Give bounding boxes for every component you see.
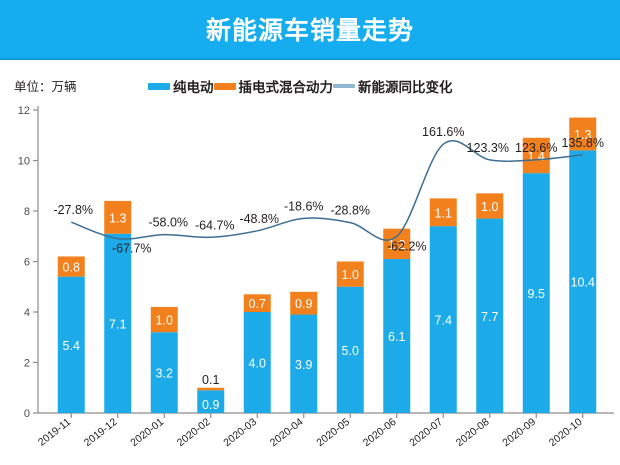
trend-value-label: 123.6% xyxy=(515,141,557,155)
legend-label-yoy: 新能源同比变化 xyxy=(358,80,453,95)
trend-line-yoy[interactable] xyxy=(71,139,583,241)
bar-value-bev: 0.9 xyxy=(202,398,219,412)
bar-segment-phev[interactable] xyxy=(197,387,225,391)
bar-segment-bev[interactable] xyxy=(243,312,271,413)
x-axis-tick: 2019-12 xyxy=(82,416,120,449)
bar-segment-bev[interactable] xyxy=(383,258,411,413)
bar-segment-phev[interactable] xyxy=(336,261,364,287)
y-axis-tick: 12 xyxy=(18,105,30,117)
legend-label-bev: 纯电动 xyxy=(173,80,214,95)
bar-value-bev: 3.2 xyxy=(156,367,173,381)
bar-value-phev: 1.0 xyxy=(342,268,359,282)
bar-value-bev: 7.4 xyxy=(435,314,452,328)
y-axis-tick: 10 xyxy=(18,156,30,168)
x-axis-tick: 2019-11 xyxy=(36,416,73,449)
bar-segment-bev[interactable] xyxy=(104,233,132,413)
legend-swatch-phev xyxy=(213,82,236,90)
bar-segment-bev[interactable] xyxy=(522,173,550,413)
x-axis-tick: 2020-05 xyxy=(314,416,352,449)
y-axis-tick: 8 xyxy=(24,206,30,218)
bar-segment-phev[interactable] xyxy=(243,294,271,312)
bar-segment-phev[interactable] xyxy=(429,198,457,227)
page-title: 新能源车销量走势 xyxy=(205,17,414,45)
bar-segment-phev[interactable] xyxy=(290,291,318,315)
bar-value-phev: 0.8 xyxy=(63,261,80,275)
bar-segment-phev[interactable] xyxy=(57,256,85,277)
bar-segment-phev[interactable] xyxy=(150,306,178,333)
bar-segment-bev[interactable] xyxy=(57,276,85,413)
bar-value-phev: 0.9 xyxy=(295,297,312,311)
y-axis-tick: 4 xyxy=(24,307,30,319)
bar-value-bev: 5.4 xyxy=(63,339,80,353)
x-axis-tick: 2020-02 xyxy=(175,416,213,449)
bar-value-phev: 1.2 xyxy=(388,238,405,252)
bar-segment-bev[interactable] xyxy=(197,390,225,413)
bar-segment-bev[interactable] xyxy=(476,218,504,413)
bar-value-bev: 4.0 xyxy=(249,357,266,371)
bar-value-bev: 6.1 xyxy=(388,330,405,344)
bar-value-phev: 1.0 xyxy=(156,314,173,328)
chart-svg: 0 2 4 6 8 10 12 5.4 0.8 2019-11 7.1 1.3 2019-12 3.2 1.… xyxy=(18,105,614,449)
x-axis-tick: 2020-06 xyxy=(361,416,399,449)
x-axis-tick: 2020-04 xyxy=(268,416,306,449)
legend-label-phev: 插电式混合动力 xyxy=(238,80,334,95)
x-axis-tick: 2020-01 xyxy=(128,416,166,449)
bar-segment-phev[interactable] xyxy=(476,193,504,219)
bar-segment-bev[interactable] xyxy=(569,150,597,413)
trend-value-label: -58.0% xyxy=(148,216,188,230)
bar-value-phev: 0.7 xyxy=(249,297,266,311)
y-axis-tick: 2 xyxy=(24,358,30,370)
legend-swatch-bev xyxy=(148,82,170,90)
x-axis-tick: 2020-03 xyxy=(221,416,259,449)
legend-swatch-yoy xyxy=(333,84,355,88)
trend-value-label: -27.8% xyxy=(53,203,93,217)
trend-value-label: 135.8% xyxy=(562,136,604,150)
bar-value-bev: 7.1 xyxy=(109,317,126,331)
bar-value-phev: 1.0 xyxy=(481,200,498,214)
x-axis-tick: 2020-08 xyxy=(454,416,492,449)
unit-label: 单位：万辆 xyxy=(14,80,77,94)
trend-value-label: 161.6% xyxy=(422,125,464,139)
bar-value-phev: 1.1 xyxy=(435,206,452,220)
bar-segment-bev[interactable] xyxy=(290,314,318,413)
bar-value-bev: 10.4 xyxy=(571,276,595,290)
trend-value-label: 123.3% xyxy=(467,141,509,155)
y-axis-tick: 6 xyxy=(24,257,30,269)
trend-value-label: -48.8% xyxy=(239,212,279,226)
bar-segment-bev[interactable] xyxy=(336,286,364,413)
bar-segment-phev[interactable] xyxy=(104,200,132,234)
header-banner: 新能源车销量走势 xyxy=(0,0,620,60)
bar-value-bev: 7.7 xyxy=(481,310,498,324)
x-axis-tick: 2020-07 xyxy=(407,416,445,449)
legend-item-bev[interactable]: 纯电动 xyxy=(148,76,214,96)
bar-segment-phev[interactable] xyxy=(522,137,550,174)
plot-area: 0 2 4 6 8 10 12 5.4 0.8 2019-11 7.1 1.3 2019-12 3.2 1.… xyxy=(0,96,620,465)
bar-value-bev: 9.5 xyxy=(528,287,545,301)
x-axis-tick: 2020-10 xyxy=(547,416,585,449)
trend-value-label: -67.7% xyxy=(112,242,152,256)
bar-segment-phev[interactable] xyxy=(383,228,411,259)
bar-value-phev: 1.3 xyxy=(574,128,591,142)
y-axis-tick: 0 xyxy=(24,408,30,420)
trend-value-label: -64.7% xyxy=(195,218,235,232)
bar-value-phev: 1.3 xyxy=(109,211,126,225)
trend-value-label: -28.8% xyxy=(330,204,370,218)
x-axis-tick: 2020-09 xyxy=(500,416,538,449)
bar-segment-bev[interactable] xyxy=(429,226,457,413)
bar-segment-bev[interactable] xyxy=(150,332,178,413)
bar-value-bev: 3.9 xyxy=(295,358,312,372)
trend-value-label: -18.6% xyxy=(284,199,324,213)
bar-value-phev: 0.1 xyxy=(202,373,219,387)
bar-segment-phev[interactable] xyxy=(569,117,597,151)
trend-value-label: -62.2% xyxy=(387,239,427,253)
chart-legend: 纯电动 插电式混合动力 新能源同比变化 xyxy=(148,76,453,96)
bar-value-bev: 5.0 xyxy=(342,344,359,358)
legend-item-yoy[interactable]: 新能源同比变化 xyxy=(333,76,453,96)
legend-item-phev[interactable]: 插电式混合动力 xyxy=(213,76,334,96)
